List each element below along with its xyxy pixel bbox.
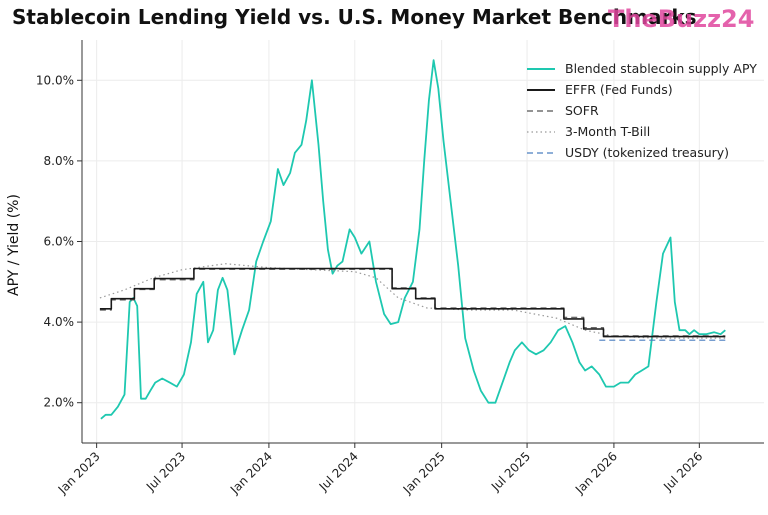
- y-tick-label: 2.0%: [44, 396, 75, 410]
- x-tick-label: Jan 2026: [572, 449, 620, 497]
- series-line-sofr: [99, 268, 726, 337]
- gridlines: [82, 40, 764, 443]
- legend-label: EFFR (Fed Funds): [565, 82, 673, 97]
- x-tick-label: Jul 2023: [143, 449, 188, 494]
- y-axis-label: APY / Yield (%): [6, 194, 22, 296]
- chart-title: Stablecoin Lending Yield vs. U.S. Money …: [12, 5, 697, 29]
- y-axis-ticks: 2.0% 4.0% 6.0% 8.0% 10.0%: [36, 73, 82, 410]
- y-tick-label: 8.0%: [44, 154, 75, 168]
- x-tick-label: Jan 2025: [400, 449, 448, 497]
- series-line-3-month-t-bill: [99, 263, 726, 339]
- x-tick-label: Jan 2023: [55, 449, 103, 497]
- plot-area: [81, 40, 764, 444]
- watermark-logo: TheBuzz24: [608, 5, 754, 33]
- y-tick-label: 10.0%: [36, 73, 74, 87]
- x-tick-label: Jul 2024: [316, 449, 361, 494]
- x-axis-ticks: Jan 2023 Jul 2023 Jan 2024 Jul 2024 Jan 2025…: [55, 443, 705, 497]
- series-line-effr-fed-funds: [99, 267, 726, 338]
- legend-label: USDY (tokenized treasury): [565, 145, 729, 160]
- series-line-blended-stablecoin-supply-apy: [100, 59, 726, 420]
- y-tick-label: 6.0%: [44, 235, 75, 249]
- legend-label: Blended stablecoin supply APY: [565, 61, 757, 76]
- legend-label: 3-Month T-Bill: [565, 124, 650, 139]
- series-group: [99, 59, 726, 420]
- legend: Blended stablecoin supply APY EFFR (Fed F…: [527, 61, 757, 160]
- x-tick-label: Jul 2026: [660, 449, 705, 494]
- x-tick-label: Jul 2025: [488, 449, 533, 494]
- x-tick-label: Jan 2024: [227, 449, 275, 497]
- y-tick-label: 4.0%: [44, 315, 75, 329]
- legend-label: SOFR: [565, 103, 599, 118]
